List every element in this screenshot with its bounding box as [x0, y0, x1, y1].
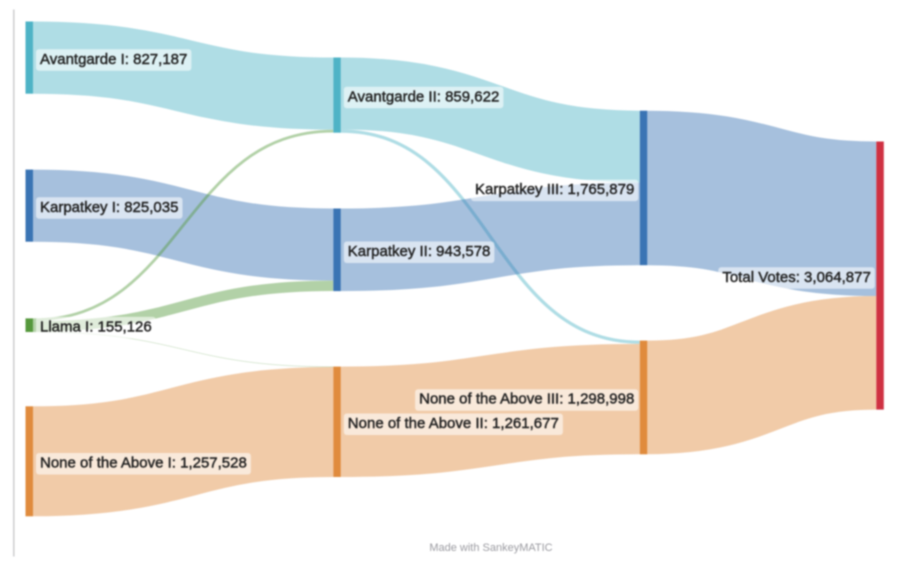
svg-text:Karpatkey I: 825,035: Karpatkey I: 825,035	[40, 199, 178, 216]
svg-text:Avantgarde I: 827,187: Avantgarde I: 827,187	[40, 51, 187, 68]
svg-text:Llama I: 155,126: Llama I: 155,126	[40, 318, 152, 335]
svg-text:None of the Above I: 1,257,528: None of the Above I: 1,257,528	[40, 455, 247, 472]
svg-text:Karpatkey II: 943,578: Karpatkey II: 943,578	[348, 243, 491, 260]
svg-text:Total Votes: 3,064,877: Total Votes: 3,064,877	[722, 269, 870, 286]
svg-text:Made with SankeyMATIC: Made with SankeyMATIC	[429, 542, 552, 554]
svg-text:Karpatkey III: 1,765,879: Karpatkey III: 1,765,879	[475, 181, 634, 198]
svg-text:Avantgarde II: 859,622: Avantgarde II: 859,622	[348, 88, 500, 105]
svg-text:None of the Above III: 1,298,9: None of the Above III: 1,298,998	[419, 391, 634, 408]
svg-text:None of the Above II: 1,261,67: None of the Above II: 1,261,677	[348, 415, 559, 432]
